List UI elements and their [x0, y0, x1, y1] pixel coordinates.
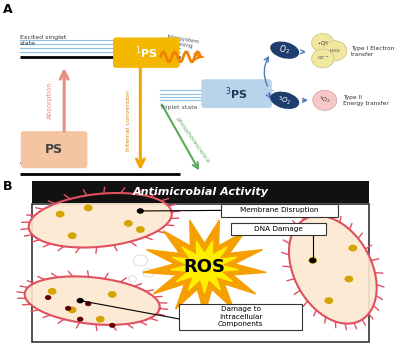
- Circle shape: [308, 257, 317, 264]
- Text: Internal conversion: Internal conversion: [126, 90, 131, 151]
- Circle shape: [312, 49, 334, 68]
- FancyBboxPatch shape: [201, 79, 272, 108]
- Polygon shape: [29, 193, 172, 247]
- Ellipse shape: [270, 92, 299, 109]
- Circle shape: [143, 269, 154, 277]
- Circle shape: [313, 90, 337, 110]
- Circle shape: [77, 317, 83, 322]
- Circle shape: [312, 33, 334, 52]
- Text: ROS: ROS: [184, 257, 225, 276]
- Circle shape: [136, 226, 145, 233]
- Text: Excited singlet
state: Excited singlet state: [20, 35, 66, 46]
- Circle shape: [77, 298, 84, 303]
- Text: phosphorescence: phosphorescence: [174, 116, 211, 164]
- FancyBboxPatch shape: [32, 204, 369, 342]
- Circle shape: [68, 232, 77, 239]
- Text: $^3$O$_2$: $^3$O$_2$: [278, 94, 292, 107]
- Polygon shape: [170, 241, 239, 293]
- Circle shape: [45, 295, 51, 300]
- Text: Antimicrobial Activity: Antimicrobial Activity: [132, 187, 269, 197]
- Text: Type II
Energy transfer: Type II Energy transfer: [343, 95, 389, 106]
- Polygon shape: [289, 216, 377, 324]
- Circle shape: [344, 276, 353, 282]
- Polygon shape: [25, 277, 160, 325]
- FancyBboxPatch shape: [221, 204, 338, 217]
- Text: Type I Electron
transfer: Type I Electron transfer: [351, 46, 394, 57]
- Circle shape: [108, 291, 117, 298]
- Text: B: B: [3, 180, 13, 193]
- Circle shape: [309, 258, 316, 263]
- Text: $\bullet$OH: $\bullet$OH: [317, 39, 329, 47]
- Circle shape: [133, 255, 148, 266]
- FancyBboxPatch shape: [21, 131, 87, 168]
- Circle shape: [324, 297, 333, 304]
- Text: DNA Damage: DNA Damage: [254, 226, 303, 232]
- Circle shape: [124, 220, 133, 227]
- Polygon shape: [143, 220, 266, 314]
- Text: PS: PS: [45, 143, 63, 156]
- FancyBboxPatch shape: [179, 304, 302, 330]
- Circle shape: [65, 306, 71, 311]
- Text: $^1$O$_2$: $^1$O$_2$: [319, 95, 331, 105]
- FancyBboxPatch shape: [231, 223, 326, 235]
- Text: H$_2$O$_2$: H$_2$O$_2$: [329, 47, 341, 54]
- Text: Ground state: Ground state: [20, 161, 61, 166]
- Text: O$_2$$^{\bullet-}$: O$_2$$^{\bullet-}$: [317, 55, 329, 62]
- Circle shape: [84, 204, 93, 211]
- Text: Absorption: Absorption: [47, 82, 53, 119]
- FancyBboxPatch shape: [113, 37, 180, 68]
- Text: Membrane Disruption: Membrane Disruption: [240, 207, 319, 213]
- Text: Triplet state: Triplet state: [160, 105, 198, 110]
- Text: Damage to
Intracellular
Components: Damage to Intracellular Components: [218, 306, 263, 327]
- Circle shape: [109, 323, 115, 328]
- Circle shape: [85, 301, 91, 306]
- Circle shape: [68, 306, 77, 313]
- Text: O$_2$: O$_2$: [279, 44, 290, 57]
- Circle shape: [56, 211, 65, 218]
- Circle shape: [128, 276, 136, 282]
- Circle shape: [137, 208, 144, 214]
- Circle shape: [323, 41, 347, 61]
- Text: A: A: [3, 3, 13, 16]
- Circle shape: [348, 245, 357, 252]
- Text: $^1$PS: $^1$PS: [135, 44, 158, 61]
- Ellipse shape: [270, 42, 299, 59]
- Text: Intersystem
Crossing: Intersystem Crossing: [165, 34, 200, 50]
- Circle shape: [48, 288, 57, 295]
- Circle shape: [96, 316, 105, 323]
- FancyBboxPatch shape: [32, 181, 369, 203]
- Text: $^3$PS: $^3$PS: [225, 85, 248, 102]
